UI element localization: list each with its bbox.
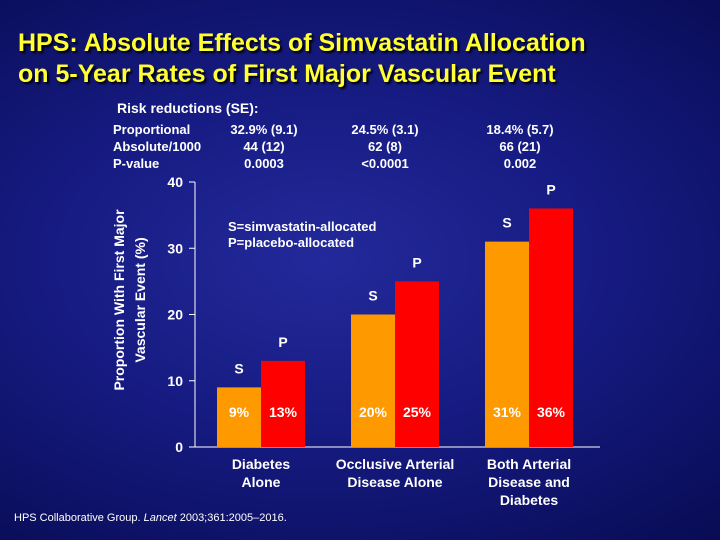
y-tick-label: 10 <box>167 373 183 389</box>
both-absolute: 66 (21) <box>499 139 541 154</box>
risk-reductions-heading: Risk reductions (SE): <box>117 100 259 116</box>
slide-title: HPS: Absolute Effects of Simvastatin All… <box>18 28 708 90</box>
category-label-3: Disease and <box>488 474 570 490</box>
category-label-1: Diabetes <box>232 456 291 472</box>
bar-value-label: 9% <box>229 404 250 420</box>
bar-value-label: 25% <box>403 404 432 420</box>
bar-p-2 <box>395 281 439 447</box>
row-label-proportional: Proportional <box>113 122 191 137</box>
series-marker-label: S <box>502 215 511 231</box>
category-label-2: Occlusive Arterial <box>336 456 455 472</box>
citation: HPS Collaborative Group. Lancet 2003;361… <box>14 512 287 524</box>
diabetes-absolute: 44 (12) <box>243 139 285 154</box>
series-marker-label: S <box>234 360 243 376</box>
category-label-2: Disease Alone <box>347 474 442 490</box>
y-tick-label: 30 <box>167 240 183 256</box>
category-label-1: Alone <box>242 474 281 490</box>
bar-s-1 <box>217 387 261 447</box>
citation-journal: Lancet <box>143 512 177 524</box>
row-label-absolute: Absolute/1000 <box>113 139 202 154</box>
bar-value-label: 13% <box>269 404 298 420</box>
bar-s-3 <box>485 241 529 447</box>
category-label-3: Both Arterial <box>487 456 571 472</box>
y-tick-label: 40 <box>167 174 183 190</box>
bar-p-1 <box>261 360 305 447</box>
diabetes-p-value: 0.0003 <box>244 156 284 171</box>
occlusive-absolute: 62 (8) <box>368 139 402 154</box>
occlusive-p-value: <0.0001 <box>361 156 409 171</box>
y-axis-label-line-1: Proportion With First Major <box>111 209 127 391</box>
series-marker-label: S <box>368 288 377 304</box>
row-label-p-value: P-value <box>113 156 160 171</box>
legend-line-1: S=simvastatin-allocated <box>228 219 377 234</box>
bar-value-label: 36% <box>537 404 566 420</box>
title-line-2: on 5-Year Rates of First Major Vascular … <box>18 60 556 88</box>
bar-s-2 <box>351 314 395 447</box>
bar-value-label: 31% <box>493 404 522 420</box>
citation-suffix: 2003;361:2005–2016. <box>176 512 287 524</box>
both-p-value: 0.002 <box>503 156 537 171</box>
bar-value-label: 20% <box>359 404 388 420</box>
legend-line-2: P=placebo-allocated <box>228 235 354 250</box>
citation-prefix: HPS Collaborative Group. <box>14 512 144 524</box>
both-proportional: 18.4% (5.7) <box>486 122 554 137</box>
series-marker-label: P <box>412 254 421 270</box>
title-line-1: HPS: Absolute Effects of Simvastatin All… <box>18 29 586 57</box>
category-label-3: Diabetes <box>500 492 559 508</box>
bar-p-3 <box>529 208 573 447</box>
y-tick-label: 20 <box>167 307 183 323</box>
diabetes-proportional: 32.9% (9.1) <box>230 122 298 137</box>
occlusive-proportional: 24.5% (3.1) <box>351 122 419 137</box>
series-marker-label: P <box>278 334 287 350</box>
y-tick-label: 0 <box>175 439 183 455</box>
series-marker-label: P <box>546 182 555 198</box>
y-axis-label-line-2: Vascular Event (%) <box>132 237 148 362</box>
